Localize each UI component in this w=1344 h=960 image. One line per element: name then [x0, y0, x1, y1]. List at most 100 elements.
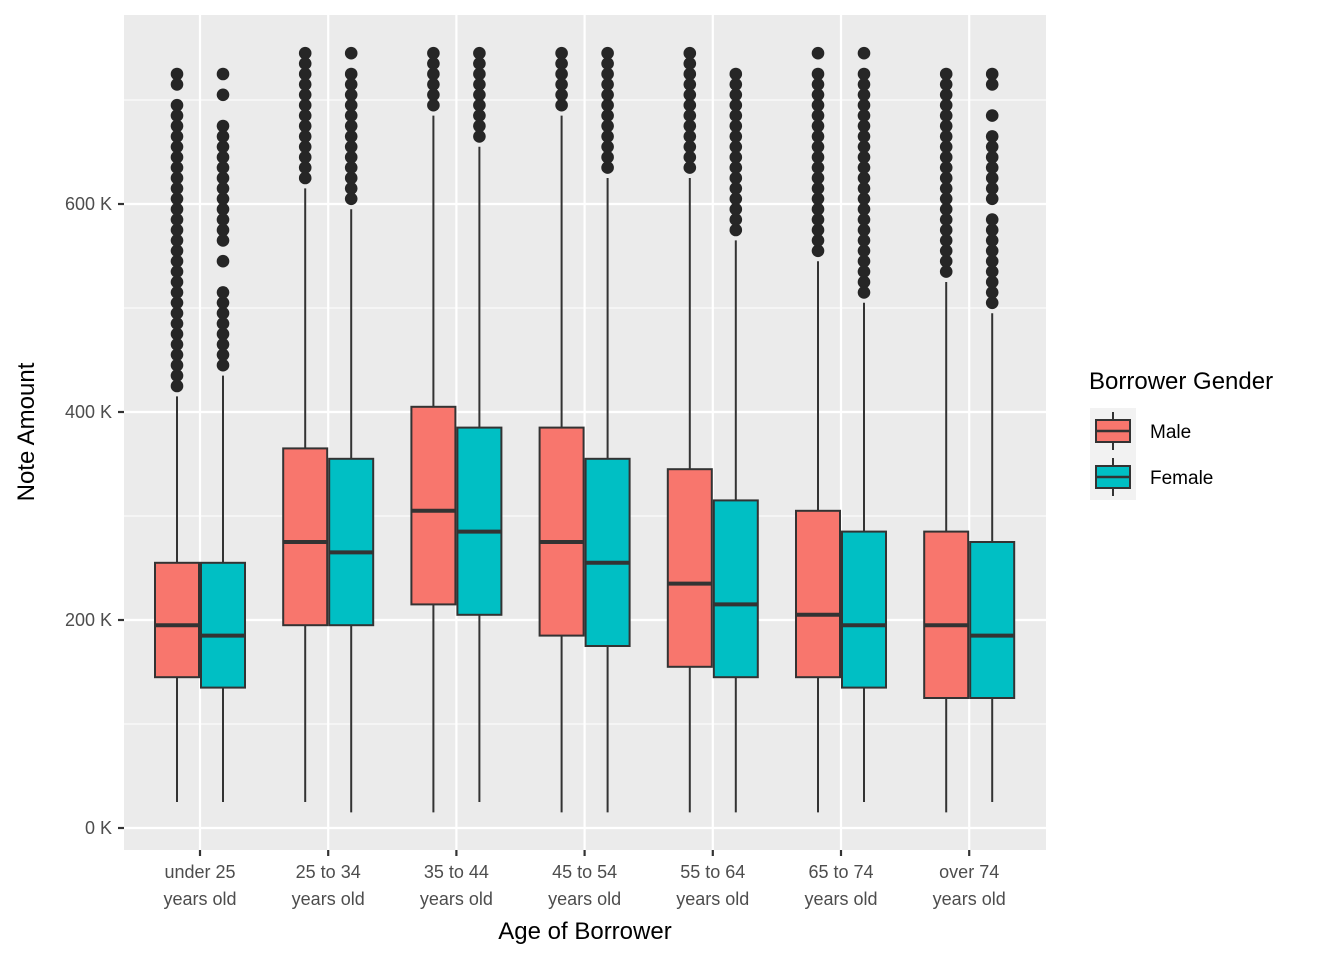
outlier-point [985, 244, 999, 258]
outlier-point [344, 98, 358, 112]
outlier-point [729, 140, 743, 154]
box-female [712, 67, 759, 813]
outlier-point [729, 67, 743, 81]
outlier-point [344, 150, 358, 164]
outlier-point [939, 223, 953, 237]
outlier-point [729, 109, 743, 122]
outlier-point [985, 109, 999, 122]
outlier-point [216, 327, 230, 341]
outlier-point [985, 275, 999, 289]
outlier-point [216, 130, 230, 143]
outlier-point [729, 213, 743, 226]
outlier-point [985, 67, 999, 81]
x-tick-label: years old [676, 889, 749, 909]
outlier-point [427, 98, 440, 112]
outlier-point [601, 119, 614, 133]
iqr-box [969, 541, 1016, 699]
iqr-box [923, 530, 970, 699]
outlier-point [857, 109, 871, 122]
outlier-point [857, 150, 871, 164]
outlier-point [811, 67, 825, 81]
outlier-point [298, 88, 312, 102]
iqr-box [328, 457, 375, 627]
outlier-point [473, 46, 486, 60]
outlier-point [857, 140, 871, 154]
x-tick-label: years old [420, 889, 493, 909]
iqr-box [841, 530, 887, 689]
x-tick-label: years old [292, 889, 365, 909]
legend-key-female: Female [1090, 454, 1213, 500]
x-tick-label: years old [804, 889, 877, 909]
outlier-point [170, 150, 184, 164]
outlier-point [473, 98, 486, 112]
outlier-point [216, 338, 230, 351]
outlier-point [857, 130, 871, 143]
outlier-point [811, 150, 825, 164]
box-male [795, 46, 841, 813]
outlier-point [811, 130, 825, 143]
outlier-point [811, 202, 825, 216]
outlier-point [985, 182, 999, 195]
outlier-point [344, 88, 358, 102]
outlier-point [427, 88, 440, 102]
box-male [666, 46, 713, 813]
outlier-point [939, 150, 953, 164]
outlier-point [811, 78, 825, 91]
outlier-point [857, 78, 871, 91]
outlier-point [170, 296, 184, 310]
outlier-point [985, 223, 999, 237]
outlier-point [939, 182, 953, 195]
outlier-point [170, 244, 184, 258]
outlier-point [939, 244, 953, 258]
y-tick-label: 400 K [65, 402, 112, 422]
outlier-point [216, 88, 230, 102]
outlier-point [298, 98, 312, 112]
outlier-point [857, 182, 871, 195]
outlier-point [555, 57, 568, 70]
outlier-point [601, 46, 614, 60]
x-tick-label: 65 to 74 [808, 862, 873, 882]
outlier-point [601, 67, 614, 81]
x-tick-label: 45 to 54 [552, 862, 617, 882]
x-axis-title: Age of Borrower [498, 918, 671, 945]
outlier-point [683, 46, 697, 60]
iqr-box [200, 561, 246, 689]
outlier-point [857, 275, 871, 289]
iqr-box [410, 405, 457, 606]
outlier-point [683, 161, 697, 174]
outlier-point [170, 286, 184, 299]
y-tick-label: 0 K [85, 818, 112, 838]
outlier-point [170, 140, 184, 154]
outlier-point [216, 296, 230, 310]
outlier-point [985, 130, 999, 143]
outlier-point [985, 140, 999, 154]
outlier-point [939, 67, 953, 81]
outlier-point [216, 161, 230, 174]
x-tick-label: years old [163, 889, 236, 909]
series-female [200, 46, 1016, 813]
outlier-point [857, 202, 871, 216]
outlier-point [170, 338, 184, 351]
outlier-point [170, 275, 184, 289]
outlier-point [601, 88, 614, 102]
outlier-point [811, 213, 825, 226]
outlier-point [170, 78, 184, 91]
outlier-point [939, 192, 953, 206]
outlier-point [811, 88, 825, 102]
outlier-point [216, 254, 230, 268]
outlier-point [811, 182, 825, 195]
outlier-point [811, 234, 825, 247]
y-tick-label: 600 K [65, 194, 112, 214]
outlier-point [729, 192, 743, 206]
outlier-point [939, 265, 953, 278]
outlier-point [985, 78, 999, 91]
outlier-point [473, 88, 486, 102]
x-tick-label: over 74 [939, 862, 999, 882]
outlier-point [298, 109, 312, 122]
outlier-point [857, 88, 871, 102]
outlier-point [170, 109, 184, 122]
outlier-point [683, 119, 697, 133]
series-male [154, 46, 970, 813]
outlier-point [298, 130, 312, 143]
outlier-point [729, 223, 743, 237]
